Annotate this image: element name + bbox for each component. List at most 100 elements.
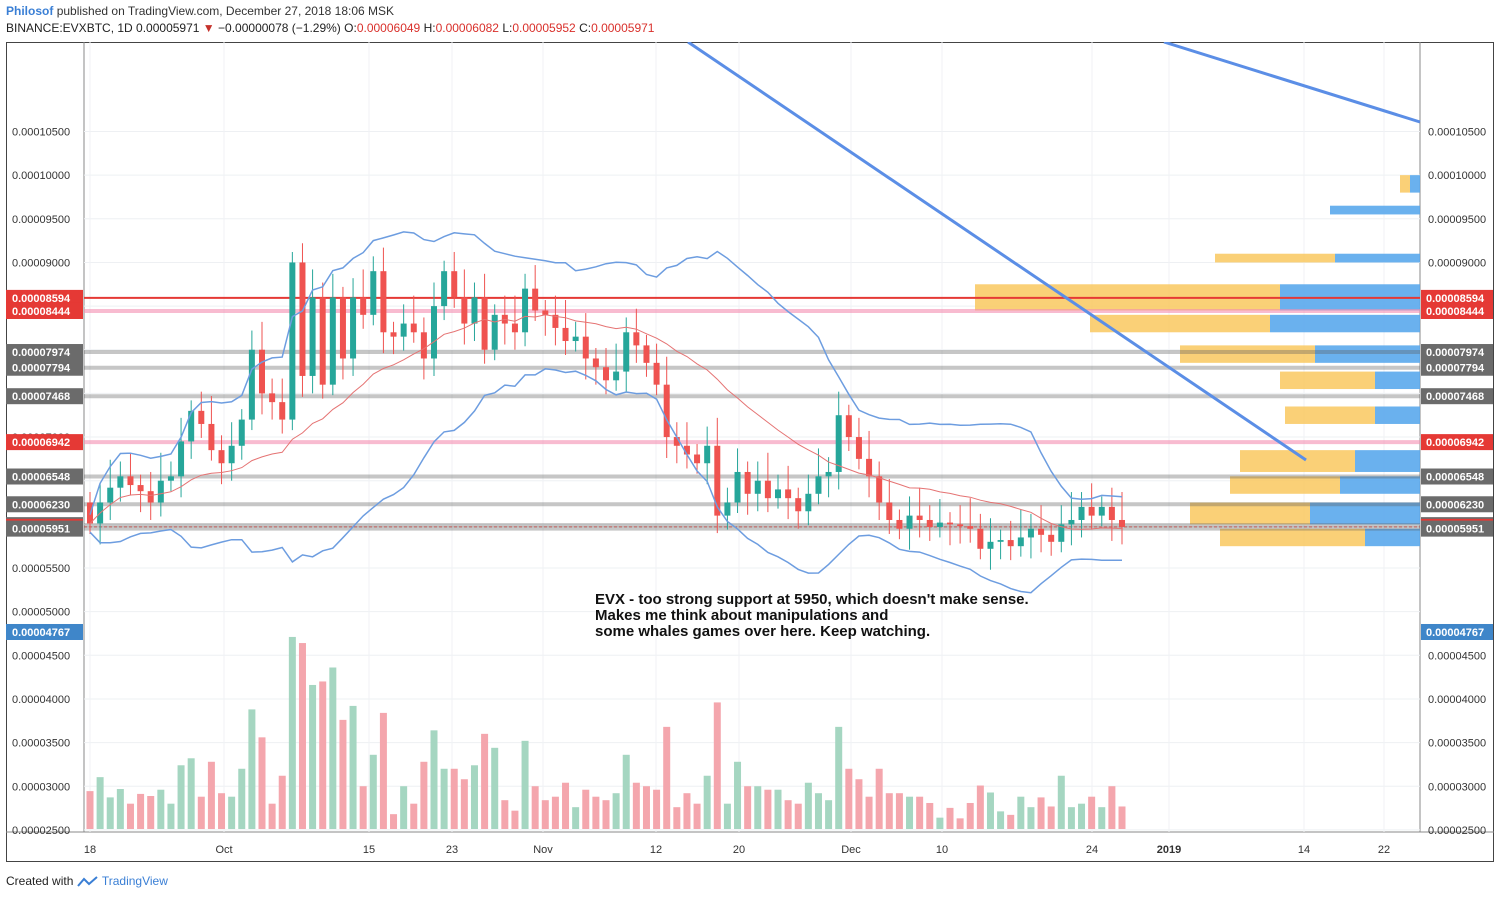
x-tick-label: Oct [215,844,232,856]
candle-body [329,297,336,385]
candle-body [228,445,235,464]
volume-bar [926,802,934,829]
y-tick-label: 0.00003000 [12,781,70,793]
price-level-tag-right [1421,434,1493,451]
volume-bar [258,737,266,829]
price-level-tag-left [6,623,83,640]
candle-body [178,441,185,477]
y-tick-label: 0.00003500 [12,738,70,750]
y-tick-label-right: 0.00009000 [1428,257,1486,269]
candle-body [967,526,974,529]
volume-bar [481,733,489,829]
volume-bar [147,796,155,829]
volume-bar [906,796,914,829]
price-level-tag-right [1421,496,1493,513]
candle-body [815,476,822,494]
volume-bar [379,712,387,829]
price-change: −0.00000078 (−1.29%) [218,21,341,35]
volume-bar [592,796,600,829]
price-level-label-right: 0.00006548 [1426,472,1484,484]
volume-bar [511,810,519,829]
volume-bar [683,793,691,829]
candle-body [471,297,478,324]
price-level-tag-right [1421,302,1493,319]
candle-body [522,288,529,333]
candle-body [694,454,701,464]
candle-body [431,306,437,359]
price-level-tag-left [6,359,83,376]
candle-body [269,393,276,403]
candle-body [208,423,215,451]
candle-body [825,471,832,477]
volume-bar [642,786,650,829]
volume-bar [723,803,731,829]
y-tick-label-right: 0.00010500 [1428,127,1486,139]
volume-bar [713,702,721,829]
candle-body [360,297,367,315]
volume-bar [207,761,215,829]
candle-body [1007,540,1014,547]
candle-body [704,445,711,464]
volume-bar [228,796,236,829]
volume-bar [1118,806,1126,829]
price-level-tag-left [6,496,83,513]
price-level-label-right: 0.00007974 [1426,347,1485,359]
candle-body [1119,519,1125,527]
candle-body [1098,506,1105,516]
volume-bar [744,786,752,829]
candle-body [926,519,933,527]
volume-bar [1027,807,1035,829]
trendline-upper [1163,40,1421,124]
candle-body [592,358,599,368]
volume-bar [693,803,701,829]
volume-bar [309,684,317,829]
price-level-label-right: 0.00004767 [1426,627,1484,639]
volume-profile-bar-sell [1400,175,1410,193]
x-tick-label: 15 [363,844,375,856]
candle-body [916,515,923,520]
volume-bar [703,775,711,829]
volume-bar [875,768,883,829]
y-tick-label: 0.00004000 [12,694,70,706]
y-tick-label: 0.00010000 [12,170,70,182]
volume-bar [855,779,863,829]
volume-bar [784,800,792,829]
candle-body [855,437,862,459]
volume-bar [916,796,924,829]
price-level-tag-right [1421,388,1493,405]
candle-body [441,271,448,307]
candle-body [613,371,620,381]
bollinger-lower-band [89,368,1122,594]
volume-profile-bar-sell [1230,476,1340,494]
price-level-label-left: 0.00007794 [12,363,71,375]
volume-profile-bar-sell [1090,314,1270,333]
candle-body [643,345,650,363]
volume-bar [116,789,124,829]
candle-body [957,524,964,527]
chart-canvas[interactable]: 0.00010500 0.00010000 0.00009500 0.00009000… [6,40,1494,881]
candle-body [339,297,346,359]
candle-body [511,323,518,333]
volume-bar [501,800,509,829]
x-tick-label: 20 [733,844,745,856]
candle-body [137,485,144,492]
author-link[interactable]: Philosof [6,4,54,18]
price-level-label-left: 0.00008594 [12,293,71,305]
tradingview-brand[interactable]: TradingView [101,874,168,888]
volume-bar [187,758,195,829]
candle-body [147,491,154,503]
publish-info: Philosof published on TradingView.com, D… [6,4,394,18]
volume-bar [814,793,822,829]
volume-profile-bar-sell [1215,253,1335,263]
volume-bar [288,636,296,829]
volume-bar [440,768,448,829]
price-chart[interactable]: 0.00010500 0.00010000 0.00009500 0.00009000… [6,40,1494,881]
price-level-tag-left [6,468,83,485]
volume-bar [936,817,944,829]
candle-body [623,332,630,372]
candle-body [299,262,306,376]
volume-bar [329,667,337,829]
high-label: H: [423,21,436,35]
volume-bar [450,768,458,829]
candle-body [572,336,579,342]
